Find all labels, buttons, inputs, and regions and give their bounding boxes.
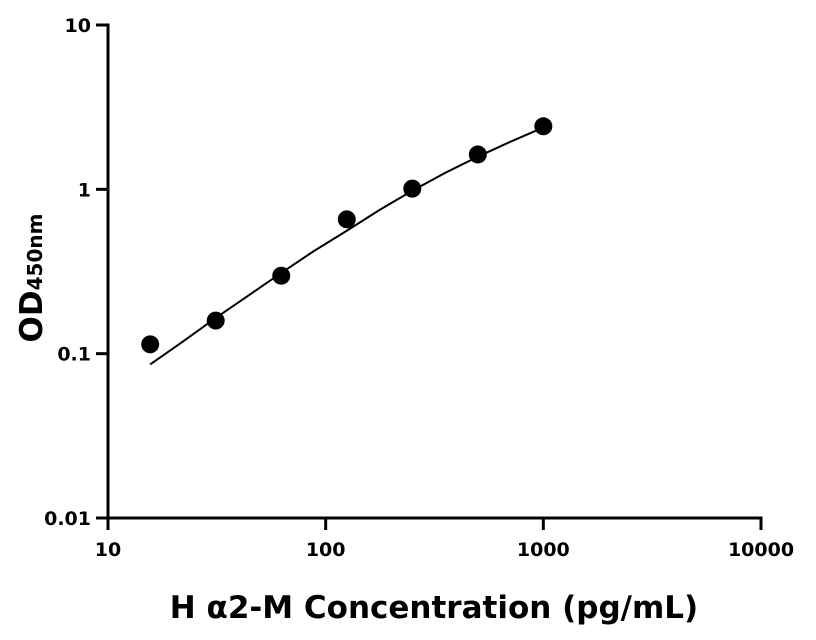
data-point xyxy=(141,335,160,354)
y-tick-label: 0.1 xyxy=(57,344,91,366)
y-axis-title-main: OD xyxy=(14,290,50,342)
x-tick-label: 10000 xyxy=(728,539,794,561)
y-axis-title: OD450nm xyxy=(14,214,50,343)
y-tick-label: 1 xyxy=(78,179,91,201)
data-point xyxy=(534,117,553,136)
fit-curve xyxy=(149,126,544,366)
x-tick-label: 100 xyxy=(306,539,346,561)
y-axis-title-sub: 450nm xyxy=(23,214,47,291)
x-tick-label: 10 xyxy=(95,539,121,561)
x-tick-label: 1000 xyxy=(517,539,570,561)
y-tick-label: 10 xyxy=(65,15,91,37)
data-point xyxy=(337,210,356,229)
y-tick-label: 0.01 xyxy=(44,508,91,530)
x-axis-title: H α2-M Concentration (pg/mL) xyxy=(170,590,698,626)
data-point xyxy=(206,311,225,330)
data-point xyxy=(272,266,291,285)
